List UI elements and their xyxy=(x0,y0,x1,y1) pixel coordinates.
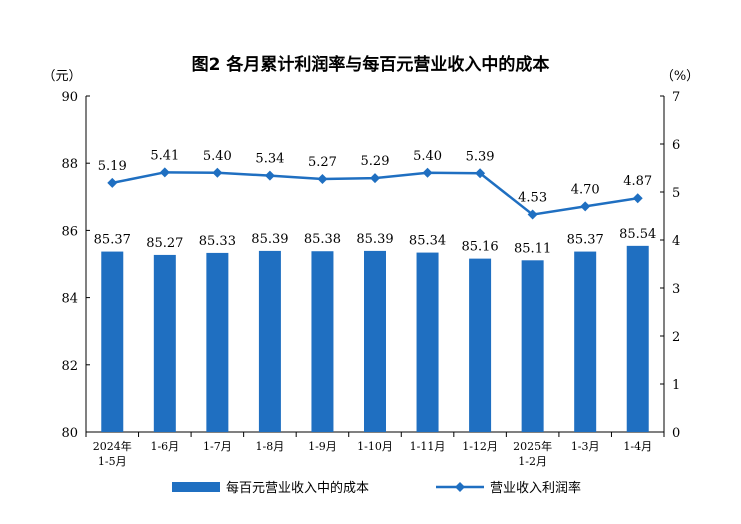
bar-value-label: 85.33 xyxy=(199,234,236,249)
line-point xyxy=(159,167,170,178)
bar-value-label: 85.39 xyxy=(356,232,393,247)
line-value-label: 5.19 xyxy=(98,159,127,174)
line-value-label: 4.53 xyxy=(518,191,547,206)
line-value-label: 5.34 xyxy=(255,152,284,167)
bar-value-label: 85.38 xyxy=(304,232,341,247)
data-labels: 85.37 85.27 85.33 85.39 85.38 85.39 85.34 85.16… xyxy=(94,148,657,256)
bar xyxy=(521,260,544,432)
bar-value-label: 85.39 xyxy=(251,232,288,247)
x-tick-label: 1-11月 xyxy=(410,440,446,453)
bar xyxy=(258,250,281,432)
legend-bar-swatch xyxy=(172,482,220,492)
right-tick-label: 6 xyxy=(672,138,680,153)
bar xyxy=(311,251,334,432)
line-point xyxy=(264,170,275,181)
left-tick-label: 90 xyxy=(61,90,78,105)
bar-value-label: 85.16 xyxy=(461,240,498,255)
right-tick-label: 0 xyxy=(672,426,680,441)
line-point xyxy=(580,201,591,212)
left-tick-label: 82 xyxy=(61,359,78,374)
bar xyxy=(101,251,124,432)
line-value-label: 5.27 xyxy=(308,155,337,170)
x-tick-label: 1-3月 xyxy=(571,440,600,453)
line-value-label: 5.29 xyxy=(361,154,390,169)
legend-bar-label: 每百元营业收入中的成本 xyxy=(226,480,369,496)
left-tick-label: 86 xyxy=(61,224,78,239)
line-value-label: 5.40 xyxy=(203,149,232,164)
left-unit-label: （元） xyxy=(42,69,81,84)
x-tick-label: 1-12月 xyxy=(462,440,498,453)
right-tick-label: 4 xyxy=(672,234,680,249)
line-point xyxy=(107,177,118,188)
bars xyxy=(101,245,649,432)
right-tick-label: 1 xyxy=(672,378,680,393)
chart-title: 图2 各月累计利润率与每百元营业收入中的成本 xyxy=(191,55,550,75)
line-point xyxy=(212,167,223,178)
x-tick-label: 1-4月 xyxy=(623,440,652,453)
line-point xyxy=(475,168,486,179)
x-tick-label: 2024年 1-5月 xyxy=(93,439,132,468)
bar-value-label: 85.54 xyxy=(619,227,656,242)
bar xyxy=(364,250,386,432)
bar xyxy=(206,252,229,432)
line-value-label: 5.39 xyxy=(466,149,495,164)
x-tick-label: 1-6月 xyxy=(150,440,179,453)
line-point xyxy=(370,173,380,184)
bar-value-label: 85.27 xyxy=(146,236,183,251)
left-tick-label: 80 xyxy=(61,426,78,441)
line-value-label: 5.40 xyxy=(413,149,442,164)
right-tick-label: 7 xyxy=(672,90,680,105)
bar-value-label: 85.11 xyxy=(514,241,551,256)
left-tick-label: 88 xyxy=(61,157,78,172)
bar-value-label: 85.37 xyxy=(567,233,604,248)
line-point xyxy=(317,174,328,185)
bar xyxy=(469,258,492,432)
x-tick-label: 1-8月 xyxy=(256,440,285,453)
x-tick-label: 1-10月 xyxy=(357,440,393,453)
bar xyxy=(416,252,439,432)
axes: 80 82 84 86 88 90 0 1 2 3 4 5 6 7 （元） （%） 2024年 1-5月 1-6月 1… xyxy=(42,69,699,468)
bar xyxy=(574,251,597,432)
line-point xyxy=(422,167,433,178)
line-value-label: 4.87 xyxy=(623,174,652,189)
right-unit-label: （%） xyxy=(661,69,699,84)
bar-value-label: 85.34 xyxy=(409,234,446,249)
bar xyxy=(626,245,649,432)
profit-line xyxy=(107,167,643,220)
bar xyxy=(153,254,176,432)
line-value-label: 4.70 xyxy=(571,182,600,197)
legend-line-marker xyxy=(455,482,465,492)
legend-line-label: 营业收入利润率 xyxy=(490,480,581,496)
right-tick-label: 3 xyxy=(672,282,680,297)
x-tick-label: 1-7月 xyxy=(203,440,232,453)
bar-value-label: 85.37 xyxy=(94,233,131,248)
right-tick-label: 5 xyxy=(672,186,680,201)
right-tick-label: 2 xyxy=(672,330,680,345)
line-point xyxy=(632,193,643,204)
legend: 每百元营业收入中的成本 营业收入利润率 xyxy=(172,480,581,496)
x-tick-label: 1-9月 xyxy=(308,440,337,453)
left-tick-label: 84 xyxy=(61,292,78,307)
line-point xyxy=(527,209,538,220)
line-value-label: 5.41 xyxy=(150,148,179,163)
x-tick-label: 2025年 1-2月 xyxy=(513,439,552,468)
